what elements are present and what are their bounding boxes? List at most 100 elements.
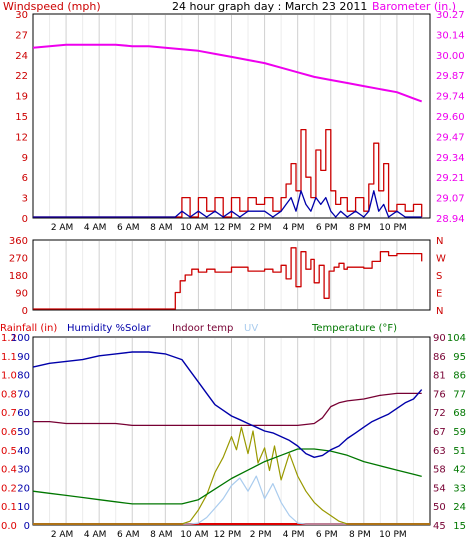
axis-tick-label: 29.21 (436, 173, 465, 184)
time-tick-label: 8 AM (150, 530, 173, 540)
windspeed-axis-title: Windspeed (mph) (3, 0, 101, 13)
axis-tick-label: 63 (433, 446, 446, 457)
time-tick-label: 4 AM (84, 530, 107, 540)
gust-line (33, 190, 422, 218)
time-tick-label: 6 PM (316, 223, 338, 233)
temperature-axis-title: Temperature (°F) (311, 323, 397, 334)
temperature-ticks: 15 24 33 42 51 59 68 77 86 95 104 (447, 333, 466, 532)
axis-tick-label: 30 (17, 465, 30, 476)
time-tick-label: 4 PM (283, 530, 305, 540)
axis-tick-label: 0.0 (1, 521, 17, 532)
axis-tick-label: 27 (15, 30, 28, 41)
axis-tick-label: 86 (433, 352, 446, 363)
time-tick-label: 8 PM (349, 530, 371, 540)
humidity-ticks: 0 10 20 30 40 50 60 70 80 90 100 (11, 333, 30, 532)
axis-tick-label: 81 (433, 371, 446, 382)
axis-tick-label: 0.1 (1, 502, 17, 513)
axis-tick-label: 28.94 (436, 214, 465, 225)
axis-tick-label: 1.0 (1, 371, 17, 382)
axis-tick-label: 15 (453, 521, 466, 532)
axis-tick-label: 54 (433, 483, 446, 494)
axis-tick-label: 58 (433, 465, 446, 476)
barometer-axis-title: Barometer (in.) (372, 0, 456, 13)
time-tick-label: 8 AM (150, 223, 173, 233)
time-tick-label: 8 PM (349, 223, 371, 233)
axis-tick-label: 100 (11, 333, 30, 344)
barometer-ticks: 28.94 29.07 29.21 29.34 29.47 29.60 29.74 29.87… (436, 10, 465, 225)
temperature-line (32, 448, 422, 505)
axis-tick-label: 29.34 (436, 153, 465, 164)
time-tick-label: 2 AM (51, 223, 74, 233)
barometer-line (32, 43, 423, 103)
axis-tick-label: 1.1 (1, 352, 17, 363)
axis-tick-label: 24 (453, 502, 466, 513)
axis-tick-label: 22 (15, 71, 28, 82)
axis-tick-label: 50 (17, 427, 30, 438)
axis-tick-label: 29.47 (436, 132, 465, 143)
axis-tick-label: 15 (15, 112, 28, 123)
axis-tick-label: 86 (453, 371, 466, 382)
direction-series (33, 247, 423, 310)
axis-tick-label: 0 (22, 214, 28, 225)
axis-tick-label: 0.5 (1, 446, 17, 457)
wind-panel-time-ticks: 2 AM 4 AM 6 AM 8 AM 10 AM 12 PM 2 PM 4 PM 6 PM 8 … (51, 223, 407, 233)
axis-tick-label: 59 (453, 427, 466, 438)
axis-tick-label: 77 (453, 389, 466, 400)
time-tick-label: 2 PM (250, 530, 272, 540)
uv-axis-title: UV (244, 323, 258, 334)
rainfall-ticks: 0.0 0.1 0.2 0.4 0.5 0.6 0.7 0.8 1.0 1.1 1.2 (1, 333, 17, 532)
chart-title: 24 hour graph day : March 23 2011 (172, 0, 367, 13)
axis-tick-label: 0 (22, 306, 28, 317)
windspeed-line (33, 128, 423, 218)
axis-tick-label: N (436, 236, 443, 247)
axis-tick-label: S (436, 271, 442, 282)
axis-tick-label: 67 (433, 427, 446, 438)
axis-tick-label: 0.7 (1, 408, 17, 419)
axis-tick-label: 33 (453, 483, 466, 494)
axis-tick-label: 51 (453, 446, 466, 457)
axis-tick-label: 270 (9, 254, 28, 265)
time-tick-label: 2 PM (250, 223, 272, 233)
axis-tick-label: 0.6 (1, 427, 17, 438)
axis-tick-label: 19 (15, 92, 28, 103)
humidity-solar-axis-title: Humidity %Solar (67, 323, 151, 334)
axis-tick-label: 70 (17, 389, 30, 400)
axis-tick-label: 42 (453, 465, 466, 476)
axis-tick-label: 30.14 (436, 30, 465, 41)
axis-tick-label: 180 (9, 271, 28, 282)
axis-tick-label: E (436, 289, 442, 300)
time-tick-label: 6 AM (117, 530, 140, 540)
axis-tick-label: 80 (17, 371, 30, 382)
axis-tick-label: 76 (433, 389, 446, 400)
uv-line (33, 475, 430, 525)
windspeed-ticks: 0 3 6 9 12 15 19 22 24 27 30 (15, 10, 28, 225)
time-tick-label: 6 AM (117, 223, 140, 233)
axis-tick-label: W (436, 254, 446, 265)
time-tick-label: 10 PM (379, 223, 407, 233)
rainfall-axis-title: Rainfall (in) (0, 323, 57, 334)
axis-tick-label: 9 (22, 153, 28, 164)
axis-tick-label: 29.74 (436, 92, 465, 103)
axis-tick-label: 104 (447, 333, 466, 344)
axis-tick-label: 0.4 (1, 465, 17, 476)
axis-tick-label: 0.2 (1, 483, 17, 494)
temperature-panel-grid (49, 338, 414, 524)
time-tick-label: 6 PM (316, 530, 338, 540)
time-tick-label: 12 PM (214, 530, 242, 540)
axis-tick-label: 95 (453, 352, 466, 363)
axis-tick-label: 50 (433, 502, 446, 513)
axis-tick-label: 12 (15, 132, 28, 143)
axis-tick-label: 40 (17, 446, 30, 457)
axis-tick-label: 3 (22, 194, 28, 205)
temperature-panel-series (32, 351, 430, 525)
axis-tick-label: 68 (453, 408, 466, 419)
axis-tick-label: 30 (15, 10, 28, 21)
wind-panel-series (32, 43, 423, 218)
axis-tick-label: 360 (9, 236, 28, 247)
axis-tick-label: 29.07 (436, 194, 465, 205)
axis-tick-label: 30.00 (436, 51, 465, 62)
direction-degree-ticks: 0 90 180 270 360 (9, 236, 28, 317)
axis-tick-label: 90 (15, 289, 28, 300)
indoor-temp-axis-title: Indoor temp (172, 323, 233, 334)
